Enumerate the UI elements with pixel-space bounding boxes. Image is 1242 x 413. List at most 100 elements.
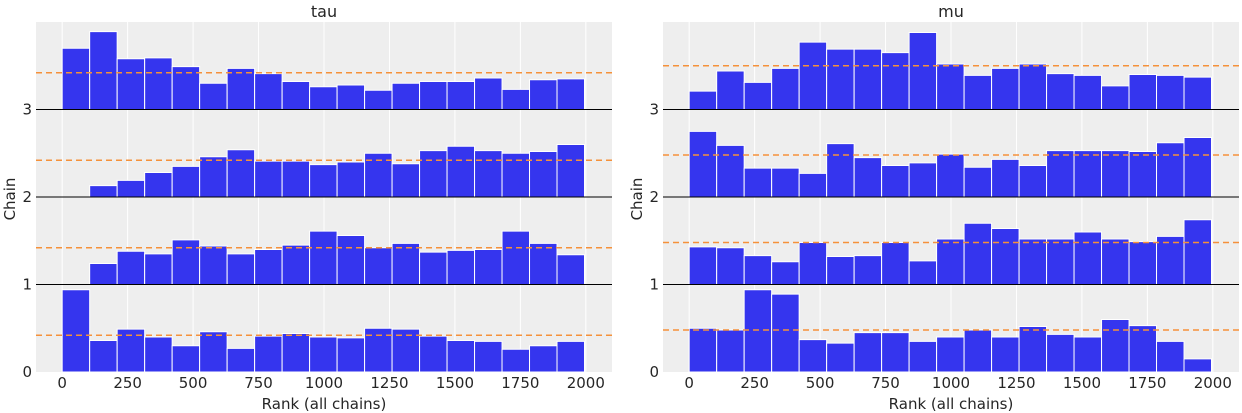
rank-bar-chain-1 — [743, 255, 773, 285]
rank-bar-chain-1 — [226, 253, 256, 285]
rank-bar-chain-1 — [364, 247, 393, 285]
rank-bar-chain-0 — [419, 335, 448, 373]
rank-bar-chain-2 — [1183, 137, 1213, 198]
rank-bar-chain-1 — [963, 222, 993, 285]
rank-bar-chain-2 — [853, 157, 883, 198]
rank-bar-chain-2 — [716, 144, 745, 198]
x-tick-label: 1000 — [932, 374, 970, 392]
rank-bar-chain-3 — [798, 41, 828, 110]
rank-bar-chain-3 — [826, 48, 855, 110]
rank-bar-chain-0 — [556, 340, 586, 373]
rank-bar-chain-1 — [336, 235, 366, 285]
rank-bar-chain-3 — [226, 67, 256, 110]
rank-bar-chain-0 — [529, 345, 558, 373]
rank-bar-chain-3 — [1073, 74, 1103, 110]
rank-bar-chain-1 — [171, 239, 201, 285]
x-tick-label: 500 — [806, 374, 835, 392]
rank-bar-chain-0 — [716, 329, 745, 373]
rank-bar-chain-0 — [1128, 325, 1158, 373]
rank-bar-chain-1 — [1128, 241, 1158, 285]
rank-bar-chain-2 — [556, 144, 586, 198]
rank-bar-chain-3 — [853, 48, 883, 110]
mu-rank-panel: 0 250 500 750 1000 1250 1500 1750 2000 0 1 2 3 mu Rank… — [628, 2, 1239, 413]
rank-bar-chain-2 — [89, 185, 118, 198]
y-tick-label: 0 — [22, 363, 32, 381]
x-tick-label: 250 — [740, 374, 769, 392]
rank-bar-chain-1 — [1156, 235, 1185, 285]
rank-bar-chain-2 — [881, 165, 910, 198]
rank-bar-chain-2 — [963, 166, 993, 198]
rank-bar-chain-2 — [171, 165, 201, 198]
rank-bar-chain-0 — [501, 348, 531, 373]
rank-bar-chain-0 — [254, 335, 283, 373]
rank-bar-chain-0 — [853, 332, 883, 373]
x-tick-label: 1000 — [305, 374, 343, 392]
rank-bar-chain-2 — [688, 130, 718, 198]
y-tick-label: 1 — [649, 276, 659, 294]
rank-bar-chain-2 — [226, 149, 256, 198]
rank-bar-chain-0 — [826, 342, 855, 373]
rank-bar-chain-3 — [336, 84, 366, 110]
rank-bar-chain-1 — [89, 263, 118, 285]
rank-bar-chain-3 — [501, 88, 531, 110]
rank-bar-chain-0 — [1156, 340, 1185, 373]
x-axis-label: Rank (all chains) — [262, 395, 387, 413]
rank-bar-chain-1 — [1101, 238, 1130, 285]
rank-bar-chain-1 — [1018, 238, 1048, 285]
x-tick-label: 2000 — [1194, 374, 1232, 392]
y-tick-label: 1 — [22, 276, 32, 294]
y-tick-label: 3 — [649, 101, 659, 119]
y-tick-label: 2 — [649, 188, 659, 206]
y-tick-label: 0 — [649, 363, 659, 381]
x-tick-label: 750 — [244, 374, 273, 392]
rank-bar-chain-1 — [474, 249, 503, 285]
rank-bar-chain-3 — [1046, 73, 1075, 110]
rank-bar-chain-1 — [1046, 238, 1075, 285]
rank-bar-chain-3 — [89, 31, 118, 110]
rank-bar-chain-3 — [309, 86, 338, 110]
rank-bar-chain-0 — [991, 336, 1020, 373]
rank-bar-chain-0 — [336, 337, 366, 373]
y-axis-label: Chain — [1, 178, 19, 221]
rank-bar-chain-3 — [61, 47, 91, 110]
rank-bar-chain-2 — [826, 143, 855, 198]
rank-bar-chain-2 — [1156, 142, 1185, 198]
y-tick-label: 2 — [22, 188, 32, 206]
rank-bar-chain-1 — [281, 244, 311, 285]
rank-bar-chain-1 — [853, 255, 883, 285]
rank-bar-chain-2 — [529, 151, 558, 198]
rank-bar-chain-0 — [391, 328, 421, 373]
rank-bar-chain-3 — [281, 81, 311, 110]
rank-bar-chain-0 — [226, 347, 256, 373]
x-tick-label: 2000 — [567, 374, 605, 392]
rank-bar-chain-0 — [1101, 319, 1130, 373]
x-tick-label: 500 — [179, 374, 208, 392]
rank-bar-chain-1 — [199, 245, 228, 285]
y-axis-label: Chain — [628, 178, 646, 221]
rank-bar-chain-0 — [963, 329, 993, 373]
rank-bar-chain-3 — [529, 79, 558, 110]
rank-bar-chain-0 — [474, 340, 503, 373]
rank-bar-chain-1 — [529, 242, 558, 285]
rank-bar-chain-2 — [771, 167, 800, 198]
rank-bar-chain-0 — [908, 340, 938, 373]
rank-bar-chain-3 — [1101, 85, 1130, 110]
rank-bar-chain-1 — [991, 228, 1020, 285]
x-tick-label: 1500 — [1063, 374, 1101, 392]
rank-bar-chain-3 — [963, 74, 993, 110]
rank-bar-chain-3 — [199, 82, 228, 110]
x-tick-label: 1250 — [370, 374, 408, 392]
x-tick-label: 250 — [113, 374, 142, 392]
rank-bar-chain-2 — [1018, 165, 1048, 198]
rank-bar-chain-2 — [419, 150, 448, 198]
rank-bar-chain-0 — [771, 293, 800, 373]
rank-bar-chain-3 — [556, 78, 586, 110]
rank-bar-chain-0 — [688, 327, 718, 373]
rank-bar-chain-3 — [1128, 74, 1158, 110]
rank-bar-chain-1 — [419, 251, 448, 285]
rank-bar-chain-3 — [1018, 63, 1048, 110]
rank-bar-chain-2 — [936, 153, 965, 198]
rank-bar-chain-2 — [1101, 150, 1130, 198]
chart-title: mu — [938, 2, 964, 21]
